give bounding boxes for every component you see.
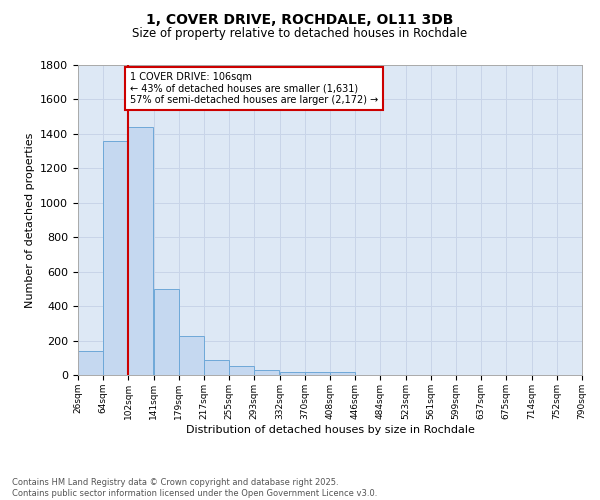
Bar <box>179 336 203 375</box>
Bar <box>229 366 254 375</box>
Bar <box>330 372 355 375</box>
Bar <box>204 360 229 375</box>
Bar <box>128 127 153 375</box>
Bar <box>254 370 279 375</box>
Bar <box>305 372 329 375</box>
X-axis label: Distribution of detached houses by size in Rochdale: Distribution of detached houses by size … <box>185 424 475 434</box>
Text: Contains HM Land Registry data © Crown copyright and database right 2025.
Contai: Contains HM Land Registry data © Crown c… <box>12 478 377 498</box>
Bar <box>103 141 128 375</box>
Bar <box>280 372 305 375</box>
Y-axis label: Number of detached properties: Number of detached properties <box>25 132 35 308</box>
Text: 1 COVER DRIVE: 106sqm
← 43% of detached houses are smaller (1,631)
57% of semi-d: 1 COVER DRIVE: 106sqm ← 43% of detached … <box>130 72 379 105</box>
Bar <box>78 351 103 375</box>
Text: Size of property relative to detached houses in Rochdale: Size of property relative to detached ho… <box>133 28 467 40</box>
Text: 1, COVER DRIVE, ROCHDALE, OL11 3DB: 1, COVER DRIVE, ROCHDALE, OL11 3DB <box>146 12 454 26</box>
Bar <box>154 289 179 375</box>
